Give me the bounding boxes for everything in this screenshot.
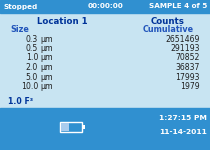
Text: 10.0: 10.0 bbox=[21, 82, 38, 91]
Text: μm: μm bbox=[40, 44, 53, 53]
Bar bbox=[60, 122, 82, 132]
Text: 2651469: 2651469 bbox=[166, 34, 200, 43]
Text: 291193: 291193 bbox=[171, 44, 200, 53]
Text: Location 1: Location 1 bbox=[37, 16, 87, 26]
Text: 00:00:00: 00:00:00 bbox=[87, 3, 123, 9]
Text: 70852: 70852 bbox=[176, 54, 200, 63]
Text: μm: μm bbox=[40, 54, 53, 63]
Bar bbox=[61, 123, 69, 131]
Text: μm: μm bbox=[40, 72, 53, 81]
Text: 2.0: 2.0 bbox=[26, 63, 38, 72]
Bar bbox=[0, 0, 210, 13]
Text: Counts: Counts bbox=[151, 16, 185, 26]
Text: Stopped: Stopped bbox=[3, 3, 37, 9]
Text: 17993: 17993 bbox=[176, 72, 200, 81]
Text: μm: μm bbox=[40, 34, 53, 43]
Text: μm: μm bbox=[40, 82, 53, 91]
Text: μm: μm bbox=[40, 63, 53, 72]
Text: 11-14-2011: 11-14-2011 bbox=[159, 129, 207, 135]
Text: Size: Size bbox=[10, 26, 29, 34]
Text: 1979: 1979 bbox=[180, 82, 200, 91]
Bar bbox=[82, 125, 85, 129]
Text: SAMPLE 4 of 5: SAMPLE 4 of 5 bbox=[149, 3, 207, 9]
Text: 5.0: 5.0 bbox=[26, 72, 38, 81]
Text: 1:27:15 PM: 1:27:15 PM bbox=[159, 115, 207, 121]
Text: 0.5: 0.5 bbox=[26, 44, 38, 53]
Text: 0.3: 0.3 bbox=[26, 34, 38, 43]
Text: 36837: 36837 bbox=[176, 63, 200, 72]
Bar bbox=[0, 108, 210, 150]
Text: 1.0: 1.0 bbox=[26, 54, 38, 63]
Text: 1.0 F³: 1.0 F³ bbox=[8, 96, 33, 105]
Text: Cumulative: Cumulative bbox=[142, 26, 194, 34]
